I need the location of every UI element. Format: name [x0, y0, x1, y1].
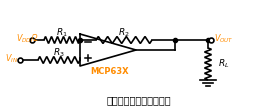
- Text: $V_{DD}$$/2$: $V_{DD}$$/2$: [16, 33, 39, 45]
- Text: $R_L$: $R_L$: [218, 58, 229, 70]
- Text: $R_2$: $R_2$: [118, 27, 130, 39]
- Text: $V_{IN}$: $V_{IN}$: [5, 53, 18, 65]
- Text: 具有高增益的功率驱动器: 具有高增益的功率驱动器: [107, 95, 171, 105]
- Text: $V_{OUT}$: $V_{OUT}$: [214, 33, 234, 45]
- Text: MCP63X: MCP63X: [90, 67, 129, 75]
- Text: $R_1$: $R_1$: [56, 27, 68, 39]
- Text: $R_3$: $R_3$: [53, 47, 65, 59]
